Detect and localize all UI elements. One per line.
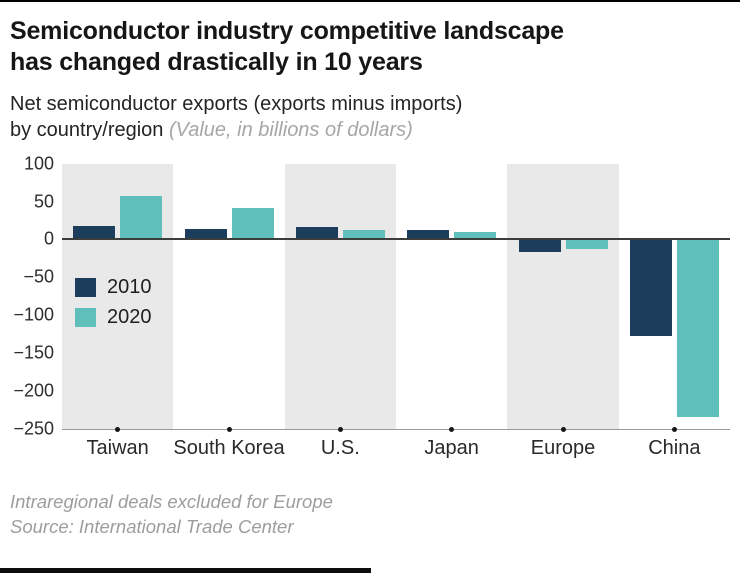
y-tick-label: −250	[13, 418, 54, 439]
chart-subtitle: Net semiconductor exports (exports minus…	[10, 91, 730, 144]
bar-2020-taiwan	[120, 195, 163, 240]
chart-title-line2: has changed drastically in 10 years	[10, 48, 423, 76]
x-tick-dot	[449, 426, 455, 432]
x-label-japan: Japan	[424, 436, 479, 459]
legend-swatch-2010	[75, 277, 96, 297]
y-tick-label: 100	[23, 153, 54, 174]
footnotes: Intraregional deals excluded for Europe …	[10, 490, 730, 540]
legend-label-2020: 2020	[107, 305, 152, 328]
chart-title-line1: Semiconductor industry competitive lands…	[10, 17, 564, 45]
bar-2020-japan	[454, 231, 497, 240]
subtitle-line2-text: by country/region	[10, 119, 164, 142]
chart-title: Semiconductor industry competitive lands…	[10, 16, 730, 78]
y-tick-label: 50	[33, 191, 54, 212]
legend-item-2020: 2020	[75, 306, 152, 329]
y-tick-label: 0	[43, 228, 54, 249]
x-tick-dot	[560, 426, 566, 432]
legend-swatch-2020	[75, 307, 96, 327]
column-band-u.s.	[284, 163, 396, 429]
bar-2010-taiwan	[73, 225, 116, 240]
y-tick-label: −200	[13, 380, 54, 401]
y-tick-label: −150	[13, 342, 54, 363]
x-label-taiwan: Taiwan	[86, 436, 149, 459]
column-band-europe	[507, 163, 619, 429]
x-label-u.s.: U.S.	[320, 436, 360, 459]
subtitle-line2: by country/region (Value, in billions of…	[10, 117, 730, 143]
bar-2010-china	[629, 239, 672, 337]
x-tick-dot	[226, 426, 232, 432]
x-tick-dot	[115, 426, 121, 432]
x-label-china: China	[648, 436, 701, 459]
footnote-europe: Intraregional deals excluded for Europe	[10, 490, 333, 512]
y-tick-label: −50	[23, 266, 54, 287]
bar-2010-japan	[407, 229, 450, 240]
x-axis: Taiwan South Korea U.S. Japan Europe China	[62, 430, 730, 486]
bar-2020-u.s.	[342, 230, 385, 240]
y-axis: 100 50 0 −50 −100 −150 −200 −250	[10, 153, 62, 438]
subtitle-unit-note: (Value, in billions of dollars)	[168, 119, 413, 142]
plot-area: 2010 2020	[62, 163, 730, 432]
footnote-source: Source: International Trade Center	[10, 515, 294, 537]
y-tick-label: −100	[13, 304, 54, 325]
bottom-border-rule	[0, 568, 371, 573]
bar-2010-south-korea	[184, 228, 227, 240]
legend-item-2010: 2010	[75, 276, 152, 299]
bar-2020-europe	[565, 239, 608, 249]
bar-2010-europe	[518, 239, 561, 252]
top-border-rule	[0, 0, 740, 2]
x-tick-dot	[671, 426, 677, 432]
subtitle-line1: Net semiconductor exports (exports minus…	[10, 93, 463, 115]
bar-2020-china	[676, 239, 719, 418]
legend-label-2010: 2010	[107, 275, 152, 298]
x-axis-row: Taiwan South Korea U.S. Japan Europe China	[10, 430, 730, 486]
x-label-south-korea: South Korea	[173, 436, 285, 459]
chart: 100 50 0 −50 −100 −150 −200 −250 2010 2020	[10, 153, 730, 438]
zero-line	[62, 238, 730, 241]
bar-2020-south-korea	[231, 207, 274, 240]
x-tick-dot	[337, 426, 343, 432]
legend: 2010 2020	[75, 276, 152, 336]
bar-2010-u.s.	[295, 227, 338, 240]
x-label-europe: Europe	[530, 436, 596, 459]
